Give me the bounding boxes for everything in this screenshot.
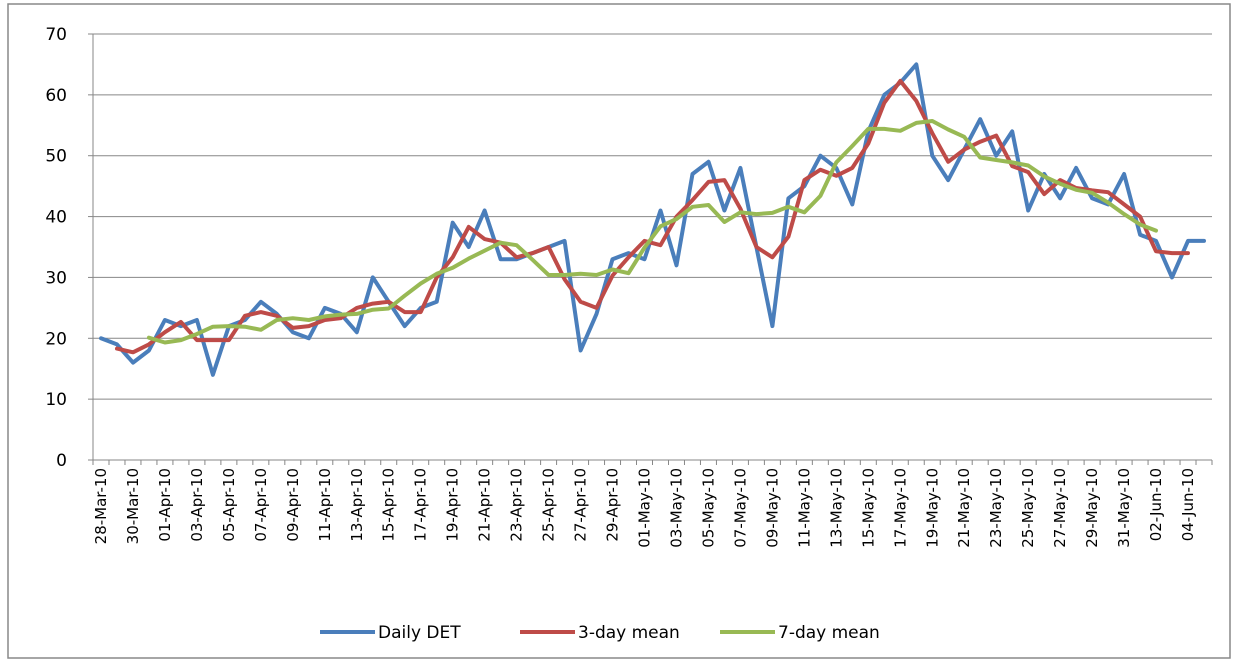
x-tick-label: 07-Apr-10 xyxy=(252,468,270,542)
series-line xyxy=(146,119,1158,345)
y-tick-label: 60 xyxy=(45,86,67,106)
x-tick-label: 07-May-10 xyxy=(731,468,749,548)
legend-label: Daily DET xyxy=(378,623,461,643)
y-tick-label: 70 xyxy=(45,25,67,45)
y-tick-label: 20 xyxy=(45,329,67,349)
x-tick-label: 21-May-10 xyxy=(955,468,973,548)
x-tick-label: 05-May-10 xyxy=(699,468,717,548)
x-tick-label: 23-Apr-10 xyxy=(508,468,526,542)
x-tick-label: 15-Apr-10 xyxy=(380,468,398,542)
x-tick-label: 25-Apr-10 xyxy=(540,468,558,542)
x-tick-label: 29-Apr-10 xyxy=(604,468,622,542)
x-tick-label: 03-Apr-10 xyxy=(188,468,206,542)
x-tick-label: 19-Apr-10 xyxy=(444,468,462,542)
x-tick-label: 09-May-10 xyxy=(763,468,781,548)
x-tick-label: 17-May-10 xyxy=(891,468,909,548)
x-tick-label: 09-Apr-10 xyxy=(284,468,302,542)
y-tick-label: 40 xyxy=(45,208,67,228)
y-tick-label: 10 xyxy=(45,390,67,410)
x-tick-label: 01-May-10 xyxy=(636,468,654,548)
legend-label: 7-day mean xyxy=(778,623,880,643)
y-tick-label: 50 xyxy=(45,147,67,167)
x-tick-label: 11-May-10 xyxy=(795,468,813,548)
x-tick-label: 02-Jun-10 xyxy=(1147,468,1165,541)
x-tick-label: 30-Mar-10 xyxy=(124,468,142,544)
x-tick-label: 21-Apr-10 xyxy=(476,468,494,542)
y-tick-label: 30 xyxy=(45,268,67,288)
x-tick-label: 27-Apr-10 xyxy=(572,468,590,542)
x-tick-label: 11-Apr-10 xyxy=(316,468,334,542)
legend-label: 3-day mean xyxy=(578,623,680,643)
x-tick-label: 13-Apr-10 xyxy=(348,468,366,542)
x-tick-label: 27-May-10 xyxy=(1051,468,1069,548)
x-tick-label: 31-May-10 xyxy=(1115,468,1133,548)
x-tick-label: 28-Mar-10 xyxy=(92,468,110,544)
x-tick-label: 17-Apr-10 xyxy=(412,468,430,542)
x-tick-label: 25-May-10 xyxy=(1019,468,1037,548)
x-tick-label: 05-Apr-10 xyxy=(220,468,238,542)
x-tick-label: 04-Jun-10 xyxy=(1179,468,1197,541)
x-tick-label: 23-May-10 xyxy=(987,468,1005,548)
chart-border xyxy=(7,3,1231,659)
x-tick-label: 15-May-10 xyxy=(859,468,877,548)
x-tick-label: 03-May-10 xyxy=(667,468,685,548)
x-tick-label: 19-May-10 xyxy=(923,468,941,548)
y-tick-label: 0 xyxy=(56,451,67,471)
x-tick-label: 29-May-10 xyxy=(1083,468,1101,548)
x-tick-label: 01-Apr-10 xyxy=(156,468,174,542)
x-tick-label: 13-May-10 xyxy=(827,468,845,548)
